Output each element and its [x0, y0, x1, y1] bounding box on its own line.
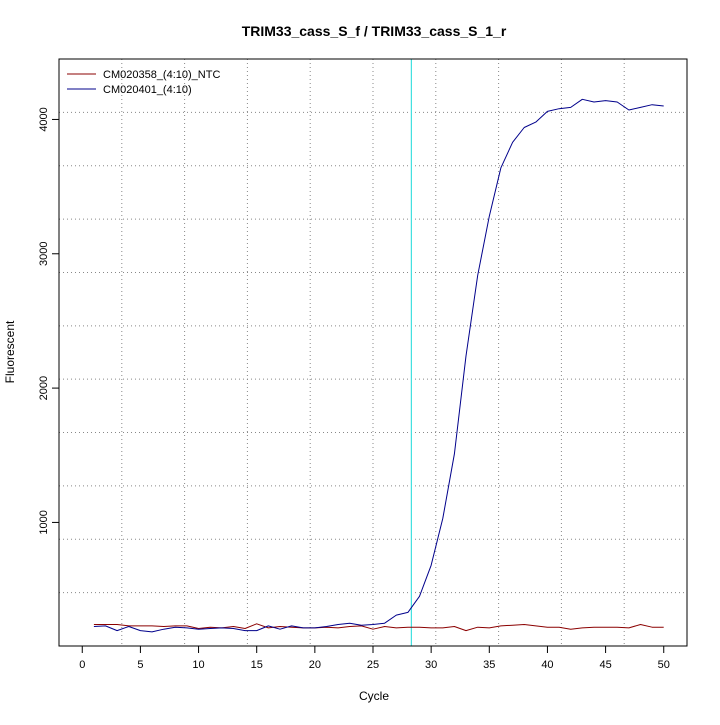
legend-label: CM020401_(4:10) — [103, 84, 192, 96]
x-tick-label: 45 — [599, 659, 611, 671]
x-axis-label: Cycle — [359, 689, 389, 703]
x-tick-label: 10 — [192, 659, 204, 671]
x-tick-label: 20 — [309, 659, 321, 671]
y-axis: 1000 2000 3000 4000 — [38, 107, 60, 535]
series-line-2 — [93, 98, 664, 633]
x-tick-label: 0 — [79, 659, 85, 671]
y-tick-label: 1000 — [38, 510, 50, 534]
x-tick-label: 35 — [483, 659, 495, 671]
x-tick-label: 30 — [425, 659, 437, 671]
x-axis: 0 5 10 15 20 25 30 35 40 45 50 — [79, 645, 670, 671]
y-axis-label: Fluorescent — [3, 320, 17, 383]
y-tick-label: 3000 — [38, 242, 50, 266]
y-tick-label: 4000 — [38, 107, 50, 131]
x-tick-label: 5 — [137, 659, 143, 671]
y-tick-label: 2000 — [38, 376, 50, 400]
x-tick-label: 25 — [367, 659, 379, 671]
chart-title: TRIM33_cass_S_f / TRIM33_cass_S_1_r — [242, 23, 507, 39]
x-tick-label: 50 — [658, 659, 670, 671]
x-tick-label: 40 — [541, 659, 553, 671]
x-tick-label: 15 — [251, 659, 263, 671]
legend-label: CM020358_(4:10)_NTC — [103, 69, 220, 81]
legend: CM020358_(4:10)_NTC CM020401_(4:10) — [67, 69, 220, 96]
series-layer — [93, 98, 664, 633]
grid-lines — [59, 59, 687, 646]
series-line-1 — [93, 623, 664, 632]
